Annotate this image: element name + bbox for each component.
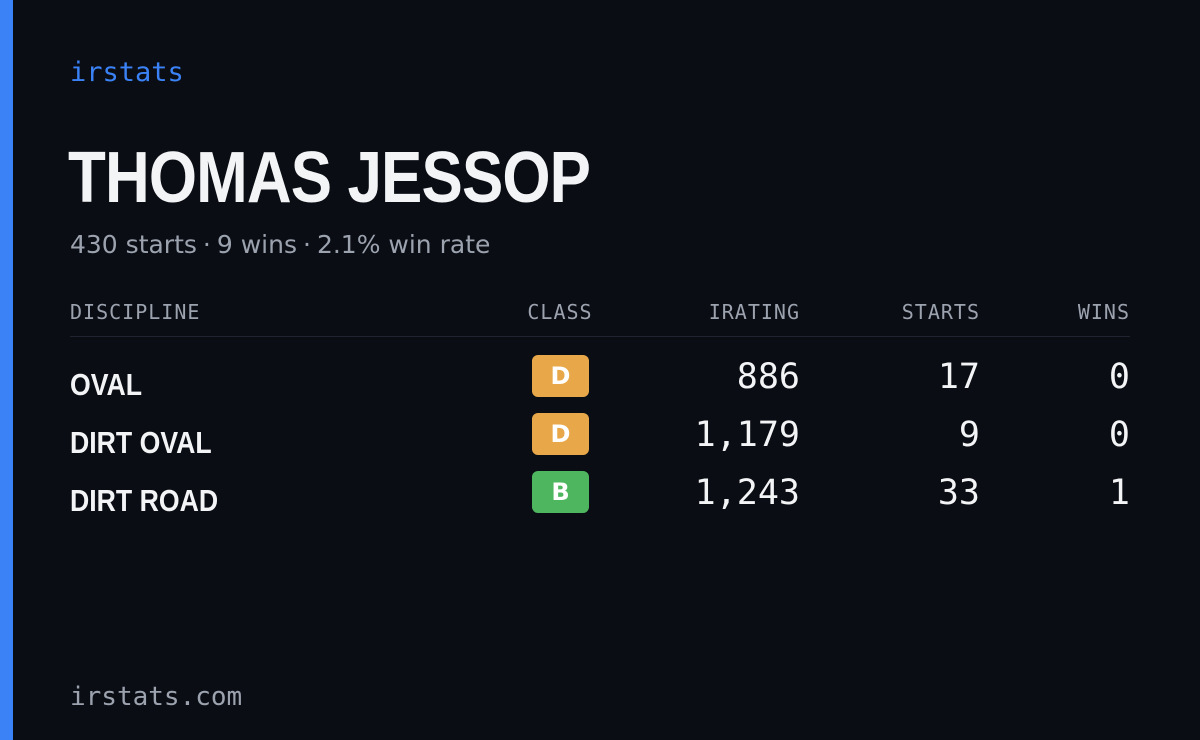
row-wins: 0 bbox=[1108, 415, 1130, 455]
table-row: DIRT OVAL D 1,179 9 0 bbox=[70, 411, 1130, 469]
row-discipline: DIRT OVAL bbox=[70, 425, 212, 460]
accent-bar bbox=[0, 0, 13, 740]
table-header: DISCIPLINE CLASS IRATING STARTS WINS bbox=[70, 296, 1130, 337]
row-irating: 1,179 bbox=[694, 415, 800, 455]
summary-separator: · bbox=[202, 230, 211, 259]
row-starts: 9 bbox=[958, 415, 980, 455]
row-irating: 886 bbox=[736, 357, 800, 397]
header-starts: STARTS bbox=[901, 300, 980, 324]
row-discipline: DIRT ROAD bbox=[70, 483, 219, 518]
summary-separator: · bbox=[303, 230, 311, 259]
summary-wins: 9 wins bbox=[216, 230, 297, 259]
table-row: DIRT ROAD B 1,243 33 1 bbox=[70, 469, 1130, 527]
row-starts: 17 bbox=[937, 357, 980, 397]
summary-win-rate: 2.1% win rate bbox=[316, 230, 491, 259]
row-irating: 1,243 bbox=[694, 473, 800, 513]
row-wins: 1 bbox=[1108, 473, 1130, 513]
row-starts: 33 bbox=[937, 473, 980, 513]
summary-starts: 430 starts bbox=[70, 230, 197, 259]
header-irating: IRATING bbox=[708, 300, 800, 324]
table-row: OVAL D 886 17 0 bbox=[70, 353, 1130, 411]
brand-logo-text: irstats bbox=[70, 57, 184, 88]
row-discipline: OVAL bbox=[70, 367, 143, 402]
license-class-badge: D bbox=[532, 413, 589, 455]
header-class: CLASS bbox=[527, 300, 593, 324]
driver-summary: 430 starts · 9 wins · 2.1% win rate bbox=[70, 228, 490, 262]
header-wins: WINS bbox=[1077, 300, 1130, 324]
footer-url: irstats.com bbox=[70, 682, 243, 712]
discipline-stats-table: DISCIPLINE CLASS IRATING STARTS WINS OVA… bbox=[70, 296, 1130, 527]
license-class-badge: D bbox=[532, 355, 589, 397]
header-discipline: DISCIPLINE bbox=[70, 300, 201, 324]
table-body: OVAL D 886 17 0 DIRT OVAL D 1,179 9 0 DI… bbox=[70, 337, 1130, 527]
license-class-badge: B bbox=[532, 471, 589, 513]
driver-name: THOMAS JESSOP bbox=[68, 138, 591, 218]
row-wins: 0 bbox=[1108, 357, 1130, 397]
